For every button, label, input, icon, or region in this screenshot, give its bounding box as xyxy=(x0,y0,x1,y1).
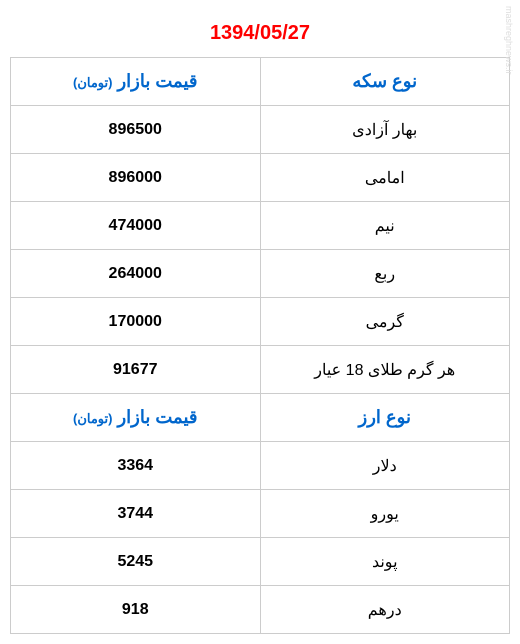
name-cell: درهم xyxy=(260,586,510,634)
price-cell: 264000 xyxy=(11,250,261,298)
price-header-main: قیمت بازار xyxy=(117,407,197,427)
type-header-cell: نوع سکه xyxy=(260,58,510,106)
table-row: 3364 دلار xyxy=(11,442,510,490)
name-cell: هر گرم طلای 18 عیار xyxy=(260,346,510,394)
table-row: 918 درهم xyxy=(11,586,510,634)
currency-header-row: قیمت بازار (تومان) نوع ارز xyxy=(11,394,510,442)
name-cell: ربع xyxy=(260,250,510,298)
table-row: 170000 گرمی xyxy=(11,298,510,346)
name-cell: یورو xyxy=(260,490,510,538)
table-row: 896000 امامی xyxy=(11,154,510,202)
price-cell: 5245 xyxy=(11,538,261,586)
name-cell: گرمی xyxy=(260,298,510,346)
price-cell: 474000 xyxy=(11,202,261,250)
coin-header-row: قیمت بازار (تومان) نوع سکه xyxy=(11,58,510,106)
price-cell: 3744 xyxy=(11,490,261,538)
table-row: 91677 هر گرم طلای 18 عیار xyxy=(11,346,510,394)
watermark-text: mashreghnews.ir xyxy=(504,6,514,75)
date-header: 1394/05/27 xyxy=(10,10,510,57)
price-header-cell: قیمت بازار (تومان) xyxy=(11,58,261,106)
price-table: قیمت بازار (تومان) نوع سکه 896500 بهار آ… xyxy=(10,57,510,634)
table-row: 474000 نیم xyxy=(11,202,510,250)
price-header-main: قیمت بازار xyxy=(117,71,197,91)
price-table-container: 1394/05/27 قیمت بازار (تومان) نوع سکه 89… xyxy=(0,0,520,644)
table-row: 5245 پوند xyxy=(11,538,510,586)
name-cell: دلار xyxy=(260,442,510,490)
name-cell: پوند xyxy=(260,538,510,586)
price-cell: 896500 xyxy=(11,106,261,154)
price-cell: 170000 xyxy=(11,298,261,346)
price-header-sub: (تومان) xyxy=(73,75,112,90)
price-cell: 896000 xyxy=(11,154,261,202)
price-cell: 918 xyxy=(11,586,261,634)
price-header-sub: (تومان) xyxy=(73,411,112,426)
name-cell: امامی xyxy=(260,154,510,202)
table-row: 896500 بهار آزادی xyxy=(11,106,510,154)
price-cell: 3364 xyxy=(11,442,261,490)
type-header-cell: نوع ارز xyxy=(260,394,510,442)
table-row: 264000 ربع xyxy=(11,250,510,298)
table-row: 3744 یورو xyxy=(11,490,510,538)
price-header-cell: قیمت بازار (تومان) xyxy=(11,394,261,442)
price-cell: 91677 xyxy=(11,346,261,394)
name-cell: نیم xyxy=(260,202,510,250)
name-cell: بهار آزادی xyxy=(260,106,510,154)
